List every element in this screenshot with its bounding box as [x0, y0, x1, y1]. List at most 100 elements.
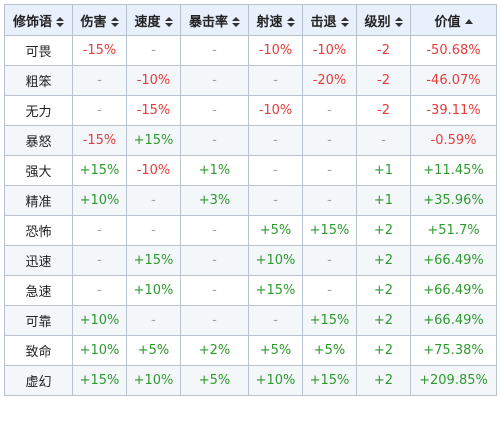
knockback-cell: -: [302, 95, 357, 126]
crit-rate-cell: +1%: [180, 155, 249, 186]
value-cell: -46.07%: [410, 65, 497, 96]
modifier-name-cell: 致命: [4, 335, 73, 366]
tier-cell: -2: [356, 95, 411, 126]
damage-cell: -: [72, 275, 127, 306]
fire-rate-cell: +15%: [248, 275, 303, 306]
speed-cell: -: [126, 35, 181, 66]
col-header-label: 价值: [434, 14, 461, 30]
table-row: 可靠 +10% - - - +15% +2 +66.49%: [4, 305, 497, 336]
modifier-name-cell: 精准: [4, 185, 73, 216]
tier-cell: +2: [356, 275, 411, 306]
col-header-knockback[interactable]: 击退: [302, 4, 357, 36]
fire-rate-cell: -: [248, 65, 303, 96]
col-header-crit-rate[interactable]: 暴击率: [180, 4, 249, 36]
table-row: 恐怖 - - - +5% +15% +2 +51.7%: [4, 215, 497, 246]
damage-cell: -: [72, 215, 127, 246]
table-row: 致命 +10% +5% +2% +5% +5% +2 +75.38%: [4, 335, 497, 366]
col-header-damage[interactable]: 伤害: [72, 4, 127, 36]
sort-updown-icon: [110, 17, 119, 27]
knockback-cell: -: [302, 185, 357, 216]
value-cell: +209.85%: [410, 365, 497, 396]
col-header-fire-rate[interactable]: 射速: [248, 4, 303, 36]
fire-rate-cell: +10%: [248, 365, 303, 396]
speed-cell: -15%: [126, 95, 181, 126]
fire-rate-cell: +5%: [248, 215, 303, 246]
modifier-table: 修饰语 伤害 速度 暴击率 射速 击退 级别 价值 可畏 -15% - - -10% -1…: [4, 4, 497, 396]
modifier-name-cell: 虚幻: [4, 365, 73, 396]
sort-updown-icon: [164, 17, 173, 27]
fire-rate-cell: -10%: [248, 95, 303, 126]
table-row: 可畏 -15% - - -10% -10% -2 -50.68%: [4, 35, 497, 66]
tier-cell: -2: [356, 35, 411, 66]
modifier-name-cell: 迅速: [4, 245, 73, 276]
damage-cell: -15%: [72, 35, 127, 66]
col-header-tier[interactable]: 级别: [356, 4, 411, 36]
tier-cell: +2: [356, 335, 411, 366]
speed-cell: +15%: [126, 125, 181, 156]
tier-cell: +2: [356, 365, 411, 396]
modifier-name-cell: 可畏: [4, 35, 73, 66]
col-header-label: 速度: [134, 14, 161, 30]
modifier-name-cell: 强大: [4, 155, 73, 186]
speed-cell: +10%: [126, 365, 181, 396]
col-header-label: 暴击率: [188, 14, 228, 30]
damage-cell: +10%: [72, 305, 127, 336]
tier-cell: +2: [356, 245, 411, 276]
fire-rate-cell: -: [248, 155, 303, 186]
damage-cell: -15%: [72, 125, 127, 156]
knockback-cell: +15%: [302, 365, 357, 396]
modifier-table-container: 修饰语 伤害 速度 暴击率 射速 击退 级别 价值 可畏 -15% - - -10% -1…: [4, 4, 497, 396]
damage-cell: -: [72, 65, 127, 96]
sort-updown-icon: [232, 17, 240, 27]
tier-cell: -: [356, 125, 411, 156]
crit-rate-cell: -: [180, 65, 249, 96]
value-cell: +75.38%: [410, 335, 497, 366]
sort-updown-icon: [286, 17, 295, 27]
crit-rate-cell: +2%: [180, 335, 249, 366]
col-header-value[interactable]: 价值: [410, 4, 497, 36]
table-body: 可畏 -15% - - -10% -10% -2 -50.68% 粗笨 - -10% - - -20% -2…: [4, 35, 497, 396]
damage-cell: +15%: [72, 365, 127, 396]
value-cell: -50.68%: [410, 35, 497, 66]
fire-rate-cell: -: [248, 185, 303, 216]
speed-cell: -: [126, 305, 181, 336]
crit-rate-cell: -: [180, 215, 249, 246]
tier-cell: +1: [356, 155, 411, 186]
damage-cell: -: [72, 95, 127, 126]
table-row: 无力 - -15% - -10% - -2 -39.11%: [4, 95, 497, 126]
modifier-name-cell: 暴怒: [4, 125, 73, 156]
value-cell: +66.49%: [410, 275, 497, 306]
table-row: 粗笨 - -10% - - -20% -2 -46.07%: [4, 65, 497, 96]
knockback-cell: +5%: [302, 335, 357, 366]
col-header-speed[interactable]: 速度: [126, 4, 181, 36]
value-cell: +66.49%: [410, 245, 497, 276]
table-row: 暴怒 -15% +15% - - - - -0.59%: [4, 125, 497, 156]
crit-rate-cell: -: [180, 275, 249, 306]
col-header-label: 射速: [256, 14, 283, 30]
crit-rate-cell: -: [180, 95, 249, 126]
speed-cell: -: [126, 185, 181, 216]
sort-updown-icon: [56, 17, 64, 27]
sort-updown-icon: [340, 17, 349, 27]
knockback-cell: +15%: [302, 215, 357, 246]
crit-rate-cell: -: [180, 35, 249, 66]
col-header-label: 击退: [310, 14, 337, 30]
col-header-modifier[interactable]: 修饰语: [4, 4, 73, 36]
knockback-cell: -: [302, 125, 357, 156]
crit-rate-cell: +3%: [180, 185, 249, 216]
header-row: 修饰语 伤害 速度 暴击率 射速 击退 级别 价值: [4, 4, 497, 36]
fire-rate-cell: -: [248, 125, 303, 156]
crit-rate-cell: -: [180, 245, 249, 276]
sort-updown-icon: [394, 17, 403, 27]
value-cell: +66.49%: [410, 305, 497, 336]
table-row: 急速 - +10% - +15% - +2 +66.49%: [4, 275, 497, 306]
knockback-cell: +15%: [302, 305, 357, 336]
knockback-cell: -: [302, 245, 357, 276]
value-cell: +11.45%: [410, 155, 497, 186]
value-cell: +51.7%: [410, 215, 497, 246]
modifier-name-cell: 可靠: [4, 305, 73, 336]
value-cell: -0.59%: [410, 125, 497, 156]
speed-cell: -: [126, 215, 181, 246]
tier-cell: +2: [356, 305, 411, 336]
sort-up-icon: [464, 17, 473, 27]
